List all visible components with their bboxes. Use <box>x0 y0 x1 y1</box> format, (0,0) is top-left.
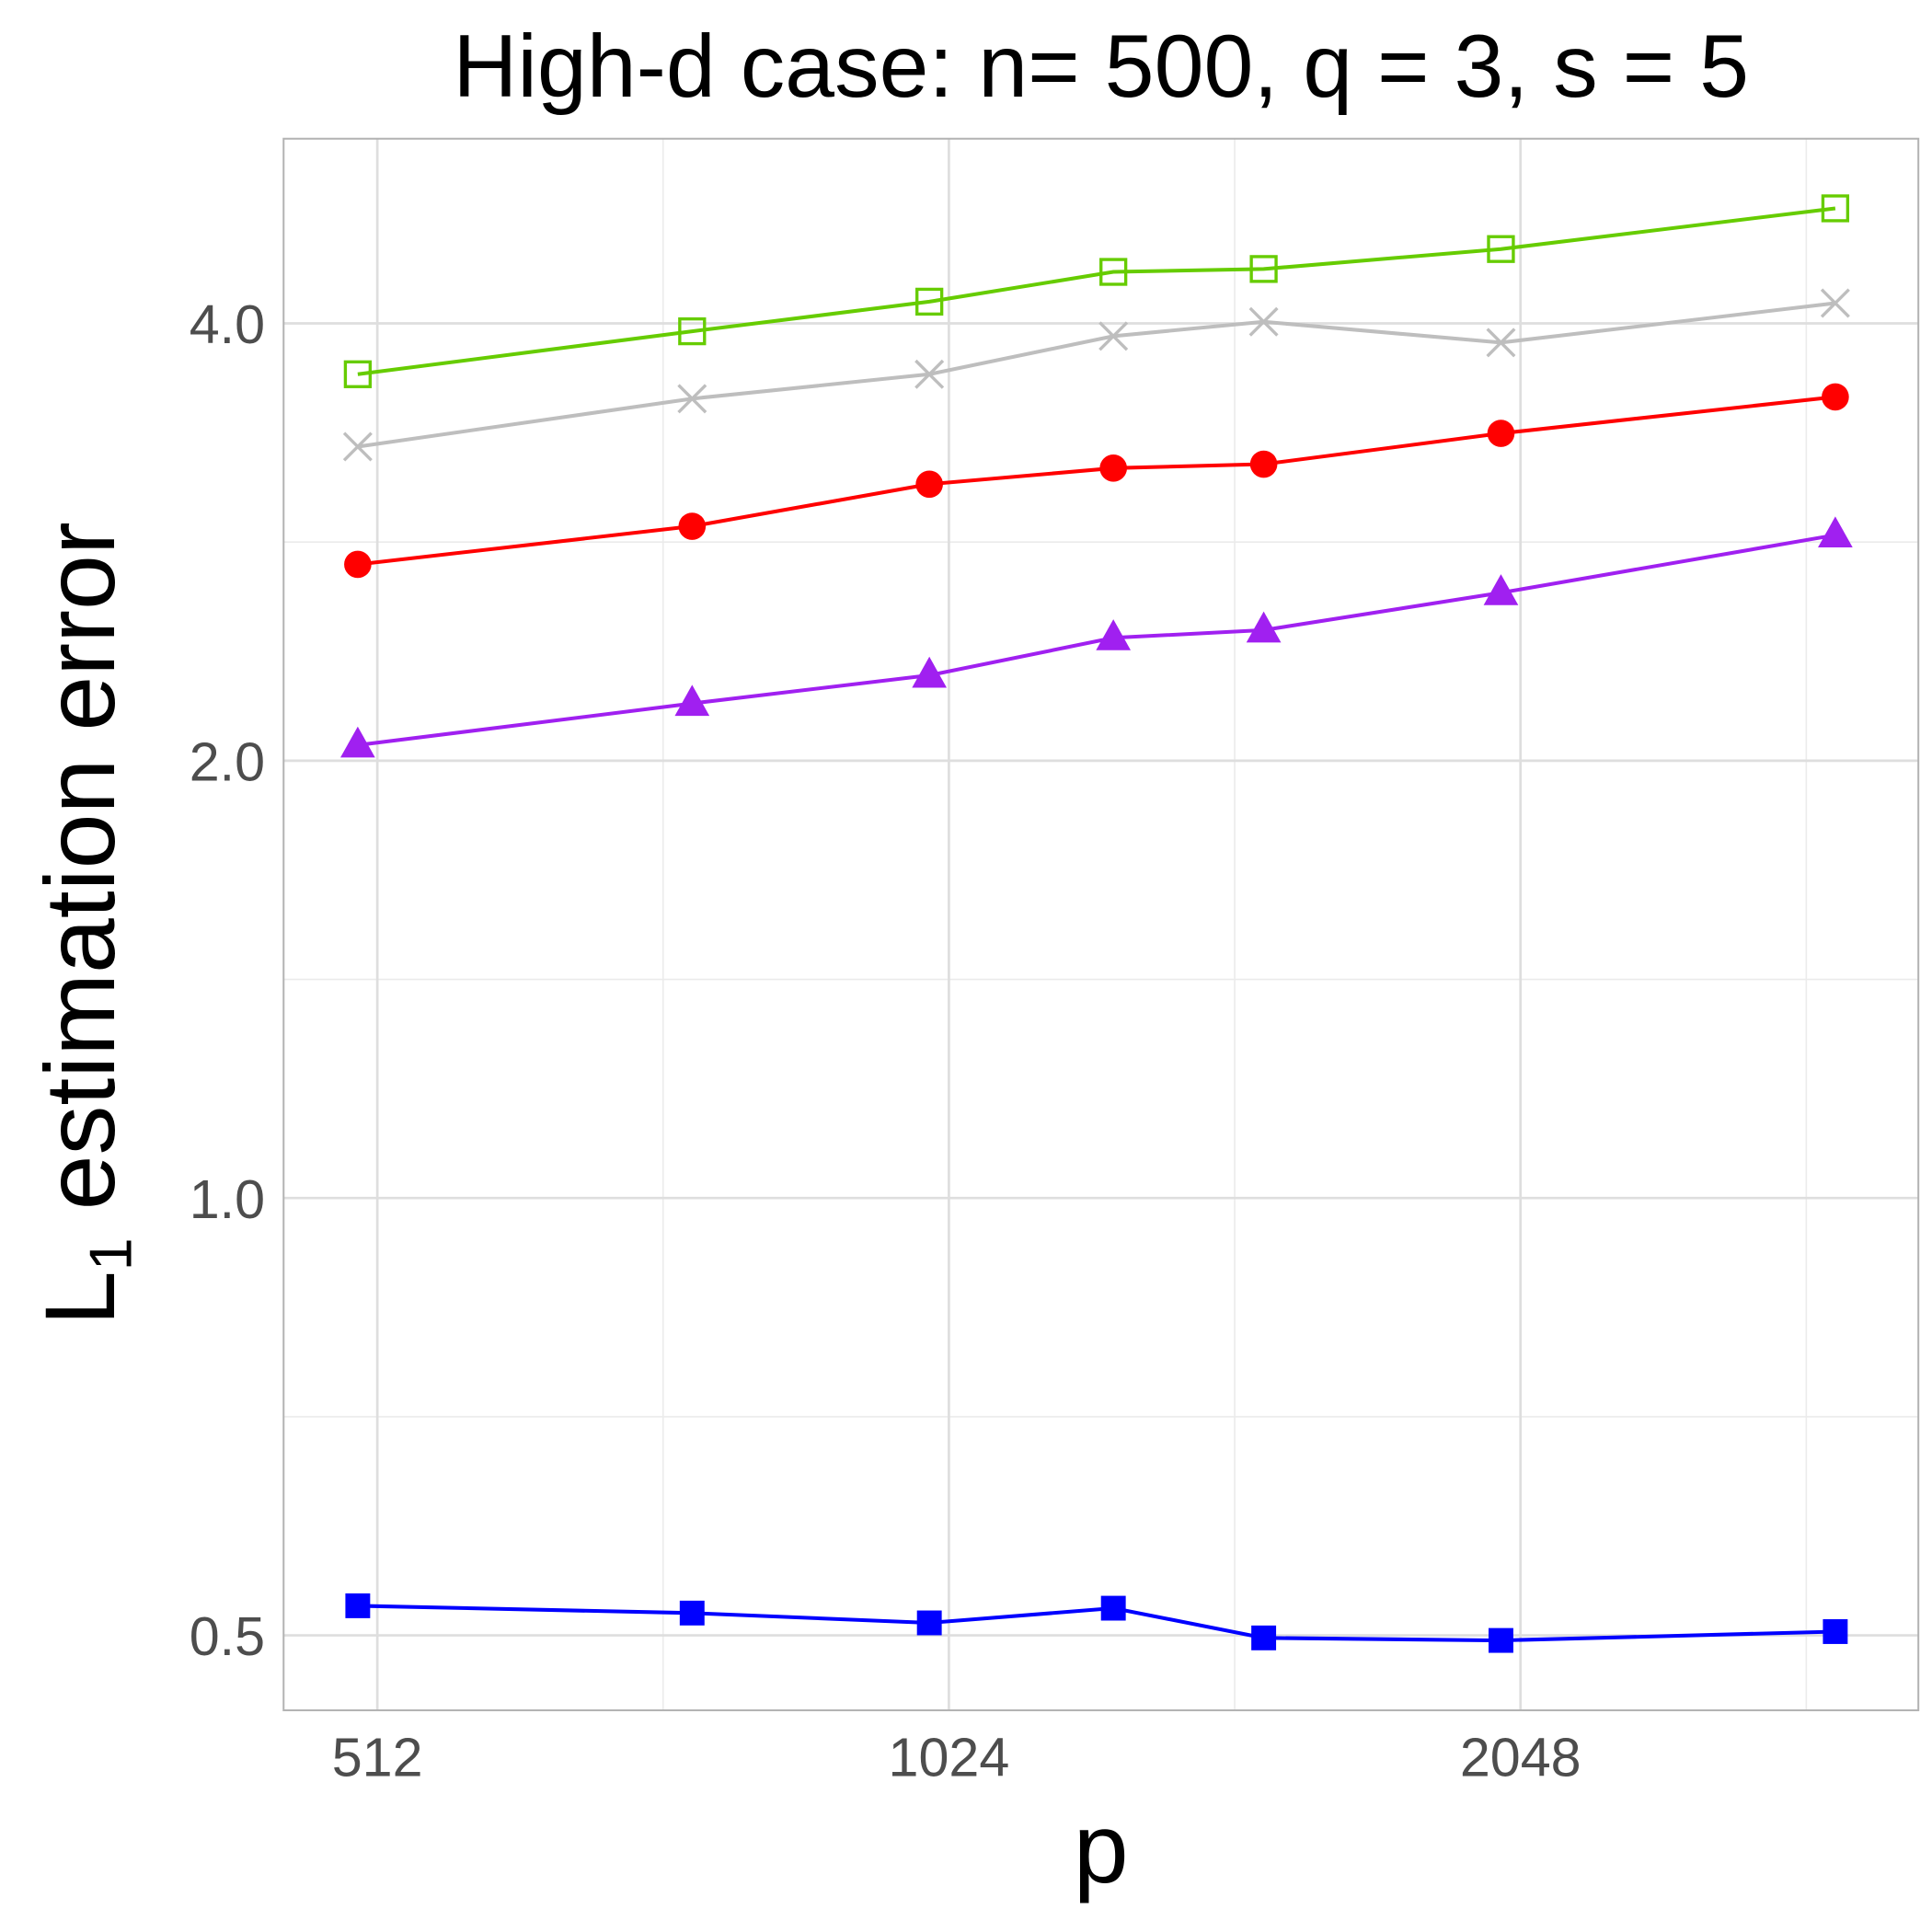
x-tick-label: 1024 <box>889 1726 1010 1788</box>
data-point-green-open-square <box>1487 235 1515 263</box>
data-point-green-open-square <box>1099 258 1128 286</box>
series-gray-cross <box>342 288 1850 462</box>
y-tick-label: 4.0 <box>190 293 265 355</box>
data-point-blue-square <box>1251 1625 1277 1650</box>
data-point-red-circle <box>915 470 943 499</box>
y-axis-label-subscript: 1 <box>78 1237 144 1271</box>
data-point-blue-square <box>1823 1619 1848 1644</box>
chart-title: High-d case: n= 500, q = 3, s = 5 <box>453 16 1749 116</box>
series-green-open-square <box>343 194 1850 388</box>
series-line-green-open-square <box>357 206 1836 376</box>
data-point-green-open-square <box>678 316 707 346</box>
y-tick-label: 0.5 <box>190 1605 265 1667</box>
data-point-purple-triangle <box>1096 619 1132 650</box>
data-point-green-open-square <box>1821 194 1850 223</box>
plot-panel-border <box>282 137 1920 1712</box>
y-tick-label: 2.0 <box>190 730 265 792</box>
x-axis-label: p <box>1074 1793 1129 1903</box>
ticks: 512 1024 2048 0.5 1.0 2.0 4.0 <box>190 293 1581 1788</box>
data-point-red-circle <box>1099 454 1127 482</box>
x-tick-label: 512 <box>332 1726 423 1788</box>
data-point-red-circle <box>344 550 372 579</box>
series-purple-triangle <box>340 516 1853 758</box>
data-point-gray-cross <box>1486 328 1516 358</box>
data-point-blue-square <box>679 1600 705 1626</box>
data-point-gray-cross <box>342 431 373 462</box>
data-point-purple-triangle <box>912 656 948 688</box>
y-axis-label-rest: estimation error <box>25 522 135 1237</box>
data-point-red-circle <box>1249 450 1278 478</box>
data-point-blue-square <box>916 1610 942 1636</box>
data-point-blue-square <box>1488 1627 1513 1653</box>
data-point-purple-triangle <box>1818 516 1853 548</box>
data-point-purple-triangle <box>1246 611 1282 643</box>
data-point-blue-square <box>345 1593 371 1618</box>
y-axis-label-main: L <box>25 1271 135 1326</box>
y-tick-label: 1.0 <box>190 1168 265 1230</box>
data-point-gray-cross <box>677 384 707 414</box>
x-tick-label: 2048 <box>1460 1726 1581 1788</box>
series-group <box>340 194 1853 1653</box>
data-point-green-open-square <box>915 287 944 316</box>
data-point-blue-square <box>1100 1595 1126 1621</box>
data-point-gray-cross <box>1098 321 1129 351</box>
data-point-red-circle <box>678 512 707 540</box>
y-axis-label: L1 estimation error <box>25 522 144 1326</box>
data-point-gray-cross <box>1248 306 1279 337</box>
series-red-circle <box>344 383 1849 579</box>
data-point-purple-triangle <box>674 684 710 717</box>
data-point-green-open-square <box>343 360 373 388</box>
data-point-gray-cross <box>914 359 945 389</box>
data-point-purple-triangle <box>1483 574 1519 605</box>
series-blue-square <box>345 1593 1848 1653</box>
data-point-red-circle <box>1822 383 1849 411</box>
data-point-gray-cross <box>1820 288 1850 318</box>
data-point-purple-triangle <box>340 726 375 758</box>
data-point-red-circle <box>1487 420 1515 447</box>
data-point-green-open-square <box>1249 255 1278 283</box>
